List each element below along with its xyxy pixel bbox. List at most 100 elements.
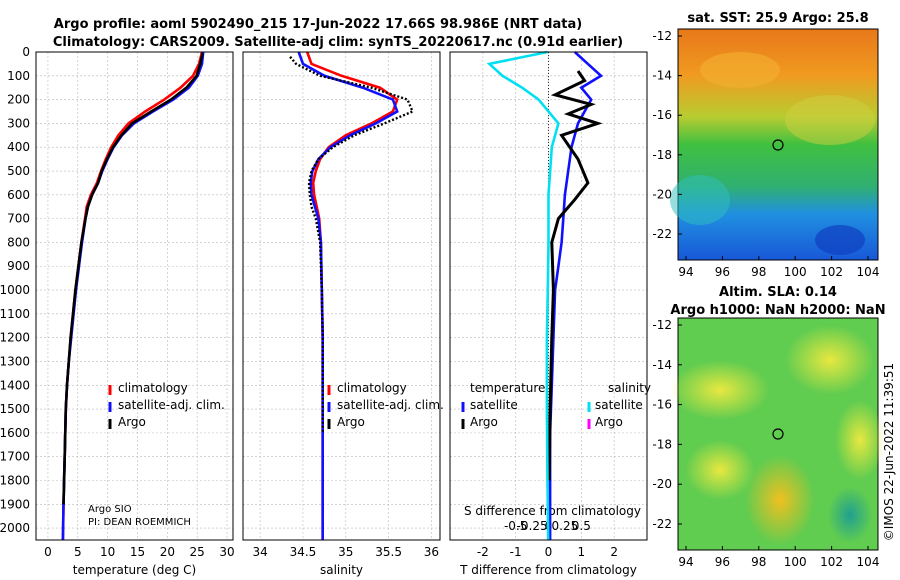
- temperature-panel: 0100200300400500600700800900100011001200…: [0, 45, 235, 577]
- y-tick-label: 1200: [0, 331, 30, 345]
- axes-frame: [449, 51, 648, 541]
- map-x-label: 104: [857, 265, 880, 279]
- x-tick-label: 20: [160, 545, 175, 559]
- map-y-label: -16: [652, 108, 672, 122]
- x-axis-label: salinity: [320, 563, 363, 577]
- x-tick-label: 34.5: [290, 545, 317, 559]
- x-tick-label: 15: [130, 545, 145, 559]
- map-x-label: 102: [820, 265, 843, 279]
- y-tick-label: 500: [7, 164, 30, 178]
- y-tick-label: 2000: [0, 521, 30, 535]
- y-tick-label: 300: [7, 116, 30, 130]
- x-tick-label: 0: [44, 545, 52, 559]
- y-tick-label: 1900: [0, 497, 30, 511]
- map-y-label: -22: [652, 227, 672, 241]
- map-x-label: 96: [715, 265, 730, 279]
- x-tick-label: 34: [252, 545, 267, 559]
- legend-label: Argo: [470, 415, 498, 429]
- map-x-label: 102: [820, 555, 843, 569]
- map-x-label: 98: [751, 265, 766, 279]
- y-tick-label: 1100: [0, 307, 30, 321]
- map-x-label: 96: [715, 555, 730, 569]
- map-y-label: -12: [652, 29, 672, 43]
- series-satellite-adj-clim-: [61, 51, 205, 541]
- y-tick-label: 800: [7, 235, 30, 249]
- y-tick-label: 1600: [0, 426, 30, 440]
- legend-title-temperature: temperature: [470, 381, 545, 395]
- map-x-label: 94: [678, 265, 693, 279]
- map-y-label: -22: [652, 517, 672, 531]
- axes-frame: [35, 51, 234, 541]
- x-tick-label: 35: [338, 545, 353, 559]
- map-y-label: -16: [652, 398, 672, 412]
- sla-float-marker: [772, 428, 784, 440]
- legend-label: Argo: [118, 415, 146, 429]
- x-tick-label: 2: [610, 545, 618, 559]
- legend-label: satellite-adj. clim.: [337, 398, 444, 412]
- x-tick-label: 5: [74, 545, 82, 559]
- map-x-label: 100: [784, 555, 807, 569]
- x-tick-label: 36: [424, 545, 439, 559]
- series-argo: [62, 52, 204, 505]
- legend-title-salinity: salinity: [608, 381, 651, 395]
- annotation-line1: Argo SIO: [88, 504, 132, 515]
- imos-stamp: ©IMOS 22-Jun-2022 11:39:51: [882, 363, 896, 541]
- y-tick-label: 0: [22, 45, 30, 59]
- y-tick-label: 1500: [0, 402, 30, 416]
- sst-map: [670, 28, 879, 261]
- map-x-label: 98: [751, 555, 766, 569]
- sla-map: [670, 317, 885, 551]
- y-tick-label: 1700: [0, 450, 30, 464]
- s-tick-label: -0.5: [504, 519, 527, 533]
- axes-frame: [242, 51, 441, 541]
- map-y-label: -20: [652, 187, 672, 201]
- x-tick-label: 35.5: [375, 545, 402, 559]
- y-tick-label: 1000: [0, 283, 30, 297]
- legend-label: satellite: [595, 398, 643, 412]
- s-tick-label: 0.25: [552, 519, 579, 533]
- legend-label: satellite-adj. clim.: [118, 398, 225, 412]
- s-tick-label: -0.25: [517, 519, 548, 533]
- series-salinity-satellite: [486, 50, 560, 541]
- difference-panel: -2 -1 0 1 2-0.5-0.250 0.250.5S difference fro…: [449, 50, 651, 577]
- y-tick-label: 900: [7, 259, 30, 273]
- map-x-label: 104: [857, 555, 880, 569]
- y-tick-label: 1300: [0, 354, 30, 368]
- sla-map-title1: Altim. SLA: 0.14: [719, 285, 837, 300]
- x-tick-label: 0: [545, 545, 553, 559]
- x-axis-label: T difference from climatology: [459, 563, 637, 577]
- map-x-label: 100: [784, 265, 807, 279]
- x-tick-label: -1: [510, 545, 522, 559]
- y-tick-label: 1400: [0, 378, 30, 392]
- sst-float-marker: [772, 139, 784, 151]
- map-y-label: -14: [652, 69, 672, 83]
- s-tick-label: 0.5: [572, 519, 591, 533]
- y-tick-label: 100: [7, 69, 30, 83]
- title-line2: Climatology: CARS2009. Satellite-adj cli…: [53, 35, 623, 50]
- y-tick-label: 200: [7, 93, 30, 107]
- s-axis-label: S difference from climatology: [464, 504, 641, 518]
- x-tick-label: 1: [578, 545, 586, 559]
- annotation-line2: PI: DEAN ROEMMICH: [88, 517, 191, 528]
- salinity-panel: 34 34.5 35 35.5 36 salinity climatology satelli…: [242, 51, 444, 577]
- sst-map-axes: 94 96 98 100 102 104 -12 -14 -16 -18 -20 -22: [652, 29, 879, 279]
- series-argo: [289, 56, 415, 433]
- x-tick-label: 25: [190, 545, 205, 559]
- map-y-label: -14: [652, 358, 672, 372]
- y-tick-label: 1800: [0, 473, 30, 487]
- legend-label: climatology: [118, 381, 188, 395]
- legend-label: climatology: [337, 381, 407, 395]
- x-tick-label: 10: [100, 545, 115, 559]
- y-tick-label: 700: [7, 212, 30, 226]
- title-line1: Argo profile: aoml 5902490_215 17-Jun-20…: [54, 17, 582, 32]
- map-y-label: -20: [652, 477, 672, 491]
- map-y-label: -18: [652, 437, 672, 451]
- legend-label: Argo: [337, 415, 365, 429]
- x-tick-label: -2: [477, 545, 489, 559]
- y-tick-label: 400: [7, 140, 30, 154]
- sst-map-title: sat. SST: 25.9 Argo: 25.8: [687, 11, 868, 26]
- y-tick-label: 600: [7, 188, 30, 202]
- map-y-label: -12: [652, 318, 672, 332]
- legend-label: satellite: [470, 398, 518, 412]
- map-y-label: -18: [652, 148, 672, 162]
